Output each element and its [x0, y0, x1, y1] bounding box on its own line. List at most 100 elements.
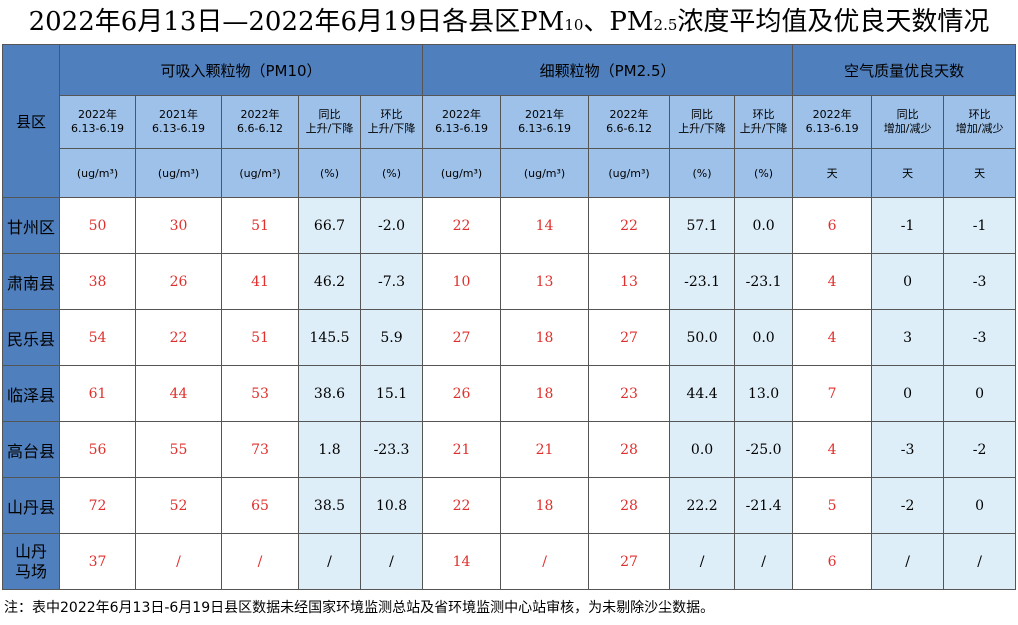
column-header-line1: 2022年 [442, 108, 482, 121]
table-cell: 0 [871, 253, 945, 310]
table-cell: 56 [59, 421, 136, 478]
unit-header: (ug/m³) [588, 148, 671, 198]
table-cell: 13.0 [734, 365, 794, 422]
column-header: 2021年 6.13-6.19 [500, 95, 590, 149]
column-header-line2: 6.13-6.19 [805, 122, 859, 135]
table-cell: 14 [422, 533, 502, 590]
table-cell: 18 [500, 309, 590, 366]
table-cell: -25.0 [734, 421, 794, 478]
table-cell: 0 [943, 477, 1017, 534]
table-cell: 18 [500, 477, 590, 534]
column-header-line2: 6.13-6.19 [71, 122, 124, 135]
table-cell: 0.0 [734, 197, 794, 254]
table-cell: 4 [792, 421, 873, 478]
table-cell: 14 [500, 197, 590, 254]
table-cell: 26 [135, 253, 222, 310]
table-cell: 0 [871, 365, 945, 422]
table-cell: 38.6 [298, 365, 361, 422]
column-header-line1: 2022年 [609, 108, 649, 121]
table-row: 山丹 马场 37// //14/27//6// [2, 533, 1017, 590]
column-header-line1: 同比 [896, 108, 919, 121]
table-cell: 57.1 [669, 197, 736, 254]
table-cell: 61 [59, 365, 136, 422]
table-cell: 22 [422, 477, 502, 534]
county-name-line1: 山丹 [14, 541, 47, 561]
table-cell: 44.4 [669, 365, 736, 422]
table-cell: / [669, 533, 736, 590]
table-cell: 50.0 [669, 309, 736, 366]
table-cell: 145.5 [298, 309, 361, 366]
column-header-line1: 环比 [380, 108, 403, 121]
table-cell: 28 [588, 421, 671, 478]
column-header-line1: 同比 [318, 108, 341, 121]
table-row: 临泽县 61 44 53 38.6 15.1 26 18 23 44.4 13.0 7 0 0 [2, 365, 1017, 422]
table-cell: 22 [588, 197, 671, 254]
table-cell: 3 [871, 309, 945, 366]
table-cell: / [871, 533, 945, 590]
table-cell: 13 [588, 253, 671, 310]
unit-header: (%) [298, 148, 361, 198]
county-name: 民乐县 [2, 309, 60, 366]
table-cell: 0 [943, 365, 1017, 422]
table-cell: -3 [943, 253, 1017, 310]
column-header-line2: 6.6-6.12 [606, 122, 653, 135]
table-cell: 44 [135, 365, 222, 422]
column-header: 同比 上升/下降 [669, 95, 736, 149]
table-cell: 10.8 [359, 477, 424, 534]
good-days-group-header: 空气质量优良天数 [792, 44, 1017, 96]
page-title: 2022年6月13日—2022年6月19日各县区PM10、PM2.5浓度平均值及… [28, 7, 990, 37]
table-row: 山丹县 72 52 65 38.5 10.8 22 18 28 22.2 -21.4 5 -2 0 [2, 477, 1017, 534]
table-cell: 51 [221, 309, 299, 366]
table-cell: 54 [59, 309, 136, 366]
column-header-line2: 6.13-6.19 [518, 122, 572, 135]
table-cell: 52 [135, 477, 222, 534]
unit-header: (ug/m³) [59, 148, 136, 198]
table-row: 民乐县 54 22 51 145.5 5.9 27 18 27 50.0 0.0 4 3 -3 [2, 309, 1017, 366]
column-header-line1: 2022年 [240, 108, 280, 121]
table-cell: 37 [59, 533, 136, 590]
table-cell: -23.3 [359, 421, 424, 478]
table-cell: 30 [135, 197, 222, 254]
table-cell: 23 [588, 365, 671, 422]
unit-header: 天 [871, 148, 945, 198]
table-cell: 21 [422, 421, 502, 478]
pm25-group-header: 细颗粒物（PM2.5） [422, 44, 794, 96]
table-cell: 1.8 [298, 421, 361, 478]
table-cell: 22.2 [669, 477, 736, 534]
table-cell: 27 [588, 533, 671, 590]
table-cell: / [500, 533, 590, 590]
footnote: 注：表中2022年6月13日-6月19日县区数据未经国家环境监测总站及省环境监测… [4, 600, 715, 616]
table-cell: -2 [871, 477, 945, 534]
unit-header: (%) [734, 148, 794, 198]
table-row: 高台县 56 55 73 1.8 -23.3 21 21 28 0.0 -25.0 4 -3 -2 [2, 421, 1017, 478]
air-quality-table: 县区 可吸入颗粒物（PM10） 细颗粒物（PM2.5） 空气质量优良天数 202… [2, 44, 1017, 590]
table-cell: 41 [221, 253, 299, 310]
table-cell: -7.3 [359, 253, 424, 310]
unit-header: (ug/m³) [500, 148, 590, 198]
table-cell: / [734, 533, 794, 590]
county-header: 县区 [2, 44, 60, 198]
table-cell: 73 [221, 421, 299, 478]
table-cell: 65 [221, 477, 299, 534]
table-cell: 6 [792, 533, 873, 590]
table-cell: 5 [792, 477, 873, 534]
table-cell: 10 [422, 253, 502, 310]
table-cell: 27 [588, 309, 671, 366]
table-cell: / [943, 533, 1017, 590]
pm10-group-header: 可吸入颗粒物（PM10） [58, 44, 424, 96]
table-cell: 38 [59, 253, 136, 310]
table-cell: 51 [221, 197, 299, 254]
table-cell: 4 [792, 253, 873, 310]
county-name: 高台县 [2, 421, 60, 478]
column-header: 环比 增加/减少 [943, 95, 1017, 149]
unit-header: 天 [943, 148, 1017, 198]
table-cell: 21 [500, 421, 590, 478]
column-header: 2021年 6.13-6.19 [135, 95, 222, 149]
table-cell: 4 [792, 309, 873, 366]
column-header-line2: 上升/下降 [739, 122, 788, 135]
table-cell: 22 [135, 309, 222, 366]
table-cell: -2.0 [359, 197, 424, 254]
column-header-line2: 上升/下降 [367, 122, 416, 135]
column-header-line1: 环比 [752, 108, 775, 121]
column-header-line2: 6.13-6.19 [435, 122, 489, 135]
